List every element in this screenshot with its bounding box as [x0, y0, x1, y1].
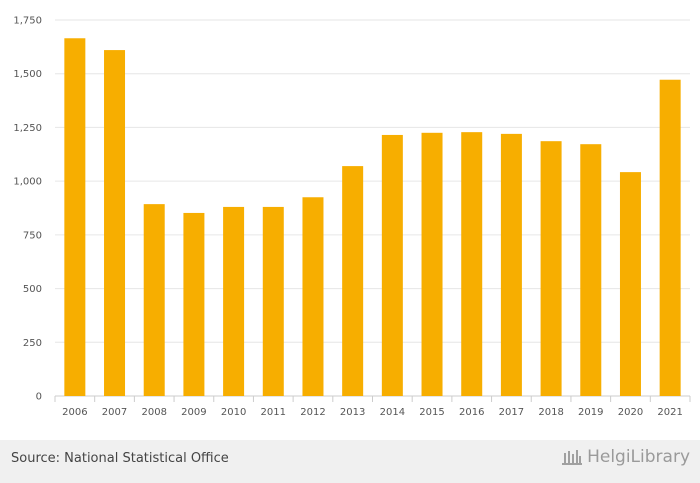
- bars: [64, 38, 681, 397]
- bar-2010[interactable]: [223, 206, 245, 396]
- y-tick-label: 0: [36, 392, 42, 403]
- x-tick-label: 2014: [380, 407, 405, 418]
- y-tick-label: 1,000: [13, 177, 42, 188]
- library-icon: [562, 450, 583, 465]
- y-tick-label: 250: [23, 338, 42, 349]
- x-tick-label: 2010: [221, 407, 246, 418]
- x-tick-label: 2008: [141, 407, 166, 418]
- y-tick-label: 500: [23, 284, 42, 295]
- y-tick-label: 1,500: [13, 69, 42, 80]
- logo-text: HelgiLibrary: [587, 447, 690, 467]
- source-text: Source: National Statistical Office: [11, 451, 229, 466]
- x-tick-label: 2015: [419, 407, 444, 418]
- bar-2014[interactable]: [381, 134, 403, 396]
- x-tick-label: 2016: [459, 407, 484, 418]
- helgilibrary-logo[interactable]: HelgiLibrary: [561, 447, 690, 467]
- bar-2018[interactable]: [540, 141, 562, 396]
- x-tick-label: 2013: [340, 407, 365, 418]
- x-tick-label: 2009: [181, 407, 206, 418]
- y-axis: 0 250 500 750 1,000 1,250 1,500 1,750: [13, 16, 42, 403]
- bar-2007[interactable]: [104, 50, 126, 397]
- bar-2016[interactable]: [461, 132, 483, 396]
- bar-2012[interactable]: [302, 197, 324, 396]
- x-tick-label: 2017: [499, 407, 524, 418]
- x-tick-label: 2012: [300, 407, 325, 418]
- bar-2021[interactable]: [659, 79, 681, 396]
- x-tick-label: 2006: [62, 407, 87, 418]
- y-tick-label: 1,750: [13, 16, 42, 27]
- y-tick-label: 750: [23, 230, 42, 241]
- x-tick-label: 2011: [261, 407, 286, 418]
- bar-2020[interactable]: [619, 172, 641, 396]
- bar-2017[interactable]: [500, 133, 522, 397]
- bar-2015[interactable]: [421, 132, 443, 397]
- x-axis: 2006 2007 2008 2009 2010 2011 2012 2013 2014 2015…: [54, 396, 691, 418]
- x-tick-label: 2018: [538, 407, 563, 418]
- y-tick-label: 1,250: [13, 123, 42, 134]
- bar-2011[interactable]: [262, 206, 284, 396]
- bar-2009[interactable]: [183, 212, 205, 396]
- bar-2019[interactable]: [580, 144, 602, 396]
- x-tick-label: 2019: [578, 407, 603, 418]
- x-tick-label: 2020: [618, 407, 643, 418]
- bar-2013[interactable]: [342, 166, 364, 396]
- footer: Source: National Statistical Office Helg…: [0, 440, 700, 483]
- x-tick-label: 2021: [657, 407, 682, 418]
- bar-2006[interactable]: [64, 38, 86, 397]
- x-tick-label: 2007: [102, 407, 127, 418]
- bar-2008[interactable]: [143, 204, 165, 396]
